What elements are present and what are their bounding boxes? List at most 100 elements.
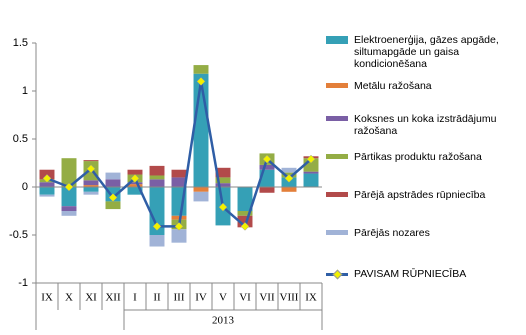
y-tick-label: 0.5 [13, 133, 28, 145]
legend-item: Pārējā apstrādes rūpniecība [326, 189, 485, 201]
x-tick-label: IX [305, 292, 317, 304]
total-marker [108, 193, 118, 202]
legend-swatch [326, 230, 348, 235]
bar-segment [127, 187, 143, 195]
bar-segment [127, 184, 143, 187]
y-tick-label: -1 [18, 277, 28, 289]
legend-item: Pārtikas produktu ražošana [326, 151, 482, 163]
y-tick-label: 1.5 [13, 37, 28, 49]
bar-segment [237, 215, 253, 228]
bar-segment [39, 187, 55, 195]
bar-segment [193, 65, 209, 74]
legend-item: Koksnes un koka izstrādājumu ražošana [326, 113, 524, 137]
bar-segment [171, 229, 187, 243]
legend-label: Pārējās nozares [354, 227, 430, 239]
x-tick-label: III [174, 292, 185, 304]
y-tick-label: -0.5 [9, 229, 28, 241]
bar-segment [83, 160, 99, 162]
bar-segment [259, 187, 275, 193]
total-marker [174, 222, 184, 231]
legend-item: Elektroenerģija, gāzes apgāde, siltumapg… [326, 34, 524, 70]
legend-label: Pārējā apstrādes rūpniecība [354, 189, 486, 201]
x-tick-label: VII [259, 292, 275, 304]
legend-label: PAVISAM RŪPNIECĪBA [354, 268, 467, 280]
total-marker [152, 222, 162, 231]
bar-segment [303, 173, 319, 187]
total-marker [42, 174, 52, 183]
legend-item: Metālu ražošana [326, 80, 432, 92]
legend-swatch [326, 192, 348, 197]
total-marker [306, 154, 316, 164]
total-marker [196, 77, 206, 86]
group-label: 2013 [212, 315, 235, 327]
legend-swatch [326, 269, 348, 280]
total-marker [240, 222, 250, 231]
legend-swatch [326, 154, 348, 159]
legend-label: Koksnes un koka izstrādājumu ražošana [354, 113, 497, 137]
bar-segment [127, 169, 143, 175]
bar-segment [171, 177, 187, 187]
bar-segment [171, 169, 187, 178]
bar-segment [105, 201, 121, 210]
bar-segment [281, 167, 297, 173]
bar-segment [193, 191, 209, 202]
bar-segment [149, 165, 165, 176]
legend-swatch [326, 116, 348, 121]
bar-segment [83, 191, 99, 195]
legend-swatch [326, 36, 348, 44]
bar-segment [237, 187, 253, 211]
bar-segment [61, 187, 77, 207]
legend-label: Elektroenerģija, gāzes apgāde, siltumapg… [354, 34, 499, 70]
bar-segment [39, 194, 55, 197]
total-marker [86, 164, 96, 174]
legend-label: Pārtikas produktu ražošana [354, 151, 482, 163]
bar-segment [215, 183, 231, 187]
bar-segment [215, 177, 231, 184]
bar-segment [39, 182, 55, 187]
bar-segment [83, 180, 99, 186]
x-tick-label: X [65, 292, 73, 304]
bar-segment [127, 182, 143, 185]
bar-segment [149, 187, 165, 235]
bar-segment [237, 211, 253, 216]
bar-segment [303, 171, 319, 174]
x-tick-label: IV [195, 292, 207, 304]
bar-segment [149, 235, 165, 247]
legend-item: PAVISAM RŪPNIECĪBA [326, 268, 466, 280]
bar-segment [105, 179, 121, 187]
bar-segment [193, 187, 209, 192]
bar-segment [215, 167, 231, 178]
bar-segment [171, 215, 187, 220]
bar-segment [193, 73, 209, 187]
legend-label: Metālu ražošana [354, 80, 432, 92]
total-marker [262, 154, 272, 164]
bar-segment [83, 185, 99, 187]
bar-segment [149, 179, 165, 187]
bar-segment [105, 172, 121, 180]
bar-segment [61, 158, 77, 187]
x-tick-label: XII [105, 292, 121, 304]
x-tick-label: IX [41, 292, 53, 304]
y-tick-label: 0 [22, 181, 28, 193]
bar-segment [259, 164, 275, 170]
legend-swatch [326, 83, 348, 88]
bar-segment [61, 211, 77, 216]
x-tick-label: VIII [280, 292, 299, 304]
total-marker [218, 202, 228, 212]
total-marker [284, 174, 294, 183]
legend-item: Pārējās nozares [326, 227, 430, 239]
y-tick-label: 1 [22, 85, 28, 97]
bar-segment [149, 175, 165, 180]
x-tick-label: I [133, 292, 137, 304]
bar-segment [83, 187, 99, 192]
x-tick-label: II [153, 292, 161, 304]
bar-segment [61, 206, 77, 211]
x-tick-label: V [219, 292, 227, 304]
total-marker [64, 182, 74, 192]
legend-marker [332, 269, 343, 280]
total-marker [130, 174, 140, 183]
x-tick-label: XI [85, 292, 97, 304]
x-tick-label: VI [239, 292, 251, 304]
